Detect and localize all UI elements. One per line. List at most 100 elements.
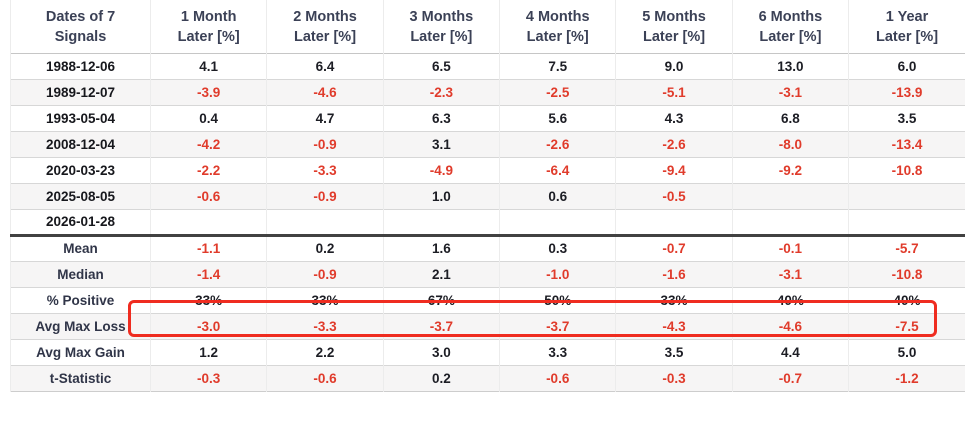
cell: 1.2 (149, 339, 267, 365)
cell: 0.3 (499, 235, 616, 261)
cell: -3.3 (266, 157, 384, 183)
cell: -3.3 (266, 313, 384, 339)
cell: -1.2 (848, 365, 965, 391)
cell: 33% (266, 287, 384, 313)
summary-label: t-Statistic (10, 365, 151, 391)
cell: -10.8 (848, 261, 965, 287)
cell: 6.4 (266, 53, 384, 79)
cell (615, 209, 733, 235)
cell: 0.6 (499, 183, 616, 209)
summary-label: Median (10, 261, 151, 287)
signal-date-label: 2008-12-04 (10, 131, 151, 157)
column-header-1-month: 1 Month Later [%] (149, 0, 267, 53)
cell: 3.5 (615, 339, 733, 365)
cell (382, 209, 500, 235)
cell: 3.3 (499, 339, 616, 365)
cell: -0.7 (731, 365, 849, 391)
cell: -4.2 (149, 131, 267, 157)
column-header-1-year: 1 Year Later [%] (848, 0, 965, 53)
cell: -0.6 (149, 183, 267, 209)
cell: 1.0 (382, 183, 500, 209)
table-row-t-statistic: t-Statistic -0.3 -0.6 0.2 -0.6 -0.3 -0.7… (10, 365, 965, 391)
table-header: Dates of 7 Signals 1 Month Later [%] 2 Mon… (10, 0, 965, 53)
cell: 6.5 (382, 53, 500, 79)
cell: -9.2 (731, 157, 849, 183)
cell: 5.6 (499, 105, 616, 131)
cell: -13.4 (848, 131, 965, 157)
cell: 50% (499, 287, 616, 313)
cell: 3.5 (848, 105, 965, 131)
cell: -2.3 (382, 79, 500, 105)
summary-label: % Positive (10, 287, 151, 313)
table-row: 2020-03-23 -2.2 -3.3 -4.9 -6.4 -9.4 -9.2… (10, 157, 965, 183)
cell (848, 209, 965, 235)
column-header-5-months: 5 Months Later [%] (615, 0, 733, 53)
cell: 2.1 (382, 261, 500, 287)
cell: 3.1 (382, 131, 500, 157)
cell: 4.7 (266, 105, 384, 131)
cell: -0.3 (615, 365, 733, 391)
signal-date-label: 1989-12-07 (10, 79, 151, 105)
table-row-avg-max-gain: Avg Max Gain 1.2 2.2 3.0 3.3 3.5 4.4 5.0 (10, 339, 965, 365)
signal-date-label: 2026-01-28 (10, 209, 151, 235)
cell: -1.4 (149, 261, 267, 287)
table-row: 1993-05-04 0.4 4.7 6.3 5.6 4.3 6.8 3.5 (10, 105, 965, 131)
cell: -3.1 (731, 261, 849, 287)
cell: 13.0 (731, 53, 849, 79)
signal-date-label: 2025-08-05 (10, 183, 151, 209)
cell: 40% (731, 287, 849, 313)
cell: -0.9 (266, 131, 384, 157)
cell: -3.1 (731, 79, 849, 105)
signal-date-label: 1993-05-04 (10, 105, 151, 131)
cell: 9.0 (615, 53, 733, 79)
table-row-median: Median -1.4 -0.9 2.1 -1.0 -1.6 -3.1 -10.… (10, 261, 965, 287)
cell: -8.0 (731, 131, 849, 157)
cell (848, 183, 965, 209)
cell: -2.6 (499, 131, 616, 157)
cell: -7.5 (848, 313, 965, 339)
table-row-percent-positive: % Positive 33% 33% 67% 50% 33% 40% 40% (10, 287, 965, 313)
cell: 2.2 (266, 339, 384, 365)
table-row: 1988-12-06 4.1 6.4 6.5 7.5 9.0 13.0 6.0 (10, 53, 965, 79)
header-row: Dates of 7 Signals 1 Month Later [%] 2 Mon… (10, 0, 965, 53)
cell: -2.6 (615, 131, 733, 157)
cell: -0.9 (266, 261, 384, 287)
cell: -2.5 (499, 79, 616, 105)
cell (731, 183, 849, 209)
cell: 67% (382, 287, 500, 313)
cell (499, 209, 616, 235)
cell: -0.6 (266, 365, 384, 391)
cell: -5.1 (615, 79, 733, 105)
cell: 0.2 (266, 235, 384, 261)
cell: -0.6 (499, 365, 616, 391)
cell (149, 209, 267, 235)
cell: -0.3 (149, 365, 267, 391)
cell: 33% (615, 287, 733, 313)
cell: -0.5 (615, 183, 733, 209)
cell: -0.7 (615, 235, 733, 261)
cell: 0.2 (382, 365, 500, 391)
cell: -4.3 (615, 313, 733, 339)
cell: -3.9 (149, 79, 267, 105)
column-header-3-months: 3 Months Later [%] (382, 0, 500, 53)
cell: -3.7 (499, 313, 616, 339)
table-row: 2026-01-28 (10, 209, 965, 235)
cell: -4.9 (382, 157, 500, 183)
cell: 4.4 (731, 339, 849, 365)
summary-rows-section: Mean -1.1 0.2 1.6 0.3 -0.7 -0.1 -5.7 Med… (10, 235, 965, 391)
cell: 40% (848, 287, 965, 313)
cell: -0.9 (266, 183, 384, 209)
cell: -3.7 (382, 313, 500, 339)
cell: 3.0 (382, 339, 500, 365)
table-row-mean: Mean -1.1 0.2 1.6 0.3 -0.7 -0.1 -5.7 (10, 235, 965, 261)
cell (266, 209, 384, 235)
cell: 6.0 (848, 53, 965, 79)
cell: -13.9 (848, 79, 965, 105)
table-row: 2025-08-05 -0.6 -0.9 1.0 0.6 -0.5 (10, 183, 965, 209)
signal-performance-table: Dates of 7 Signals 1 Month Later [%] 2 Mon… (10, 0, 965, 392)
summary-label: Avg Max Gain (10, 339, 151, 365)
cell: -1.1 (149, 235, 267, 261)
summary-label: Mean (10, 235, 151, 261)
cell: 4.3 (615, 105, 733, 131)
